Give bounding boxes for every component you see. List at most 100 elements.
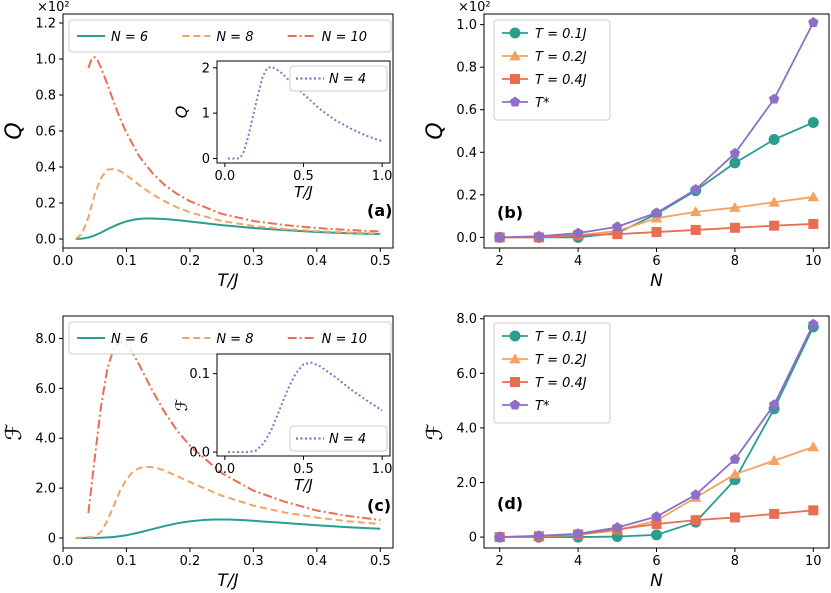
- data-point: [494, 231, 505, 242]
- data-point: [729, 157, 741, 169]
- panel-a: 0.0 0.1 0.2 0.3 0.4 0.5 0.0 0.2 0.4 0.6 0.8 1.0 1.2 T…: [2, 0, 394, 291]
- series-group: [493, 17, 820, 243]
- x-tick-label: 0.1: [116, 254, 137, 269]
- legend-box: [493, 19, 611, 121]
- legend-label: N = 10: [322, 30, 367, 45]
- x-axis-label: N: [650, 571, 663, 591]
- legend-label: N = 4: [329, 432, 366, 447]
- legend-label: T = 0.4J: [535, 376, 587, 391]
- data-point: [651, 529, 662, 541]
- x-tick-label: 0.0: [215, 169, 236, 184]
- x-tick-label: 0.4: [307, 254, 328, 269]
- y-tick-label: 6.0: [35, 382, 56, 397]
- legend-marker: [510, 377, 520, 387]
- data-point: [729, 468, 741, 479]
- x-tick-label: 0.3: [243, 254, 264, 269]
- data-point: [729, 222, 740, 233]
- legend-box: [68, 19, 392, 53]
- data-point: [494, 531, 505, 542]
- x-tick-label: 0.5: [293, 169, 314, 184]
- x-tick-label: 2: [496, 554, 504, 569]
- data-point: [612, 221, 623, 232]
- series-group: [75, 56, 381, 240]
- legend-label: N = 10: [322, 332, 367, 347]
- legend-marker: [509, 399, 521, 410]
- y-tick-label: 4.0: [35, 432, 56, 447]
- x-tick-label: 10: [805, 554, 822, 569]
- data-point: [807, 116, 819, 128]
- x-tick-label: 10: [805, 254, 822, 269]
- x-tick-label: 1.0: [372, 462, 393, 477]
- data-point: [689, 206, 702, 217]
- data-point: [690, 224, 701, 235]
- x-axis-label: T/J: [294, 476, 313, 494]
- inset-legend-box: [289, 425, 388, 452]
- data-point: [651, 227, 662, 238]
- legend-label: N = 8: [216, 332, 253, 347]
- y-tick-label: 8.0: [35, 332, 56, 347]
- data-point: [768, 134, 780, 146]
- legend-label: T = 0.4J: [535, 73, 587, 88]
- legend-label: T = 0.2J: [535, 353, 587, 368]
- data-point: [533, 230, 545, 241]
- data-point: [651, 511, 662, 522]
- data-point: [807, 441, 820, 452]
- inset-a: 0.0 0.5 1.0 0 1 2 T/J Q N = 4: [172, 60, 393, 201]
- y-tick-label: 0.0: [456, 231, 477, 246]
- y-tick-label: 6.0: [456, 367, 477, 382]
- legend-label: T = 0.2J: [535, 50, 587, 65]
- exponent-label: ×10²: [458, 0, 491, 15]
- data-point: [729, 453, 741, 464]
- data-point: [729, 201, 741, 212]
- y-tick-label: 0.0: [189, 446, 210, 461]
- y-tick-label: 2.0: [35, 482, 56, 497]
- y-tick-label: 8.0: [456, 312, 477, 327]
- data-point: [651, 207, 662, 218]
- data-point: [768, 196, 780, 207]
- axes-frame: [483, 13, 830, 249]
- x-tick-label: 0.2: [180, 254, 201, 269]
- data-point: [808, 318, 819, 329]
- y-tick-label: 0: [202, 152, 210, 167]
- x-tick-label: 6: [652, 554, 660, 569]
- data-point: [807, 191, 820, 202]
- panel-d: 2 4 6 8 10 0 2.0 4.0 6.0 8.0 N ℱ T = 0.1J T = 0.2J T =…: [423, 312, 830, 591]
- x-tick-label: 0.4: [307, 554, 328, 569]
- series-line: [87, 56, 381, 233]
- data-point: [612, 522, 623, 532]
- y-axis-label: Q: [2, 122, 27, 139]
- y-axis-label: ℱ: [423, 423, 448, 440]
- x-tick-label: 1.0: [372, 169, 393, 184]
- y-tick-label: 0.4: [456, 146, 477, 161]
- x-axis-label: T/J: [217, 571, 238, 591]
- axes-frame: [483, 315, 830, 549]
- series-line: [228, 65, 383, 160]
- data-point: [768, 399, 780, 410]
- y-tick-label: 4.0: [456, 421, 477, 436]
- y-tick-label: 0.2: [35, 197, 56, 212]
- y-tick-label: 2.0: [456, 476, 477, 491]
- data-point: [729, 147, 741, 158]
- inset-frame: [216, 353, 391, 457]
- data-point: [769, 220, 780, 231]
- x-tick-label: 0.1: [116, 554, 137, 569]
- x-tick-label: 4: [574, 554, 582, 569]
- panel-b: 2 4 6 8 10 0.0 0.2 0.4 0.6 0.8 1.0 N Q T = 0.1J T = 0.…: [423, 0, 830, 291]
- inset-frame: [216, 60, 391, 164]
- data-point: [690, 184, 701, 194]
- y-tick-label: 0.8: [456, 61, 477, 76]
- x-tick-label: 0.0: [53, 254, 74, 269]
- series-group: [75, 341, 381, 540]
- legend-marker: [509, 50, 521, 61]
- x-tick-label: 2: [496, 254, 504, 269]
- x-tick-label: 8: [731, 554, 739, 569]
- y-tick-label: 0.1: [189, 367, 210, 382]
- axes-frame: [62, 315, 394, 549]
- data-point: [650, 212, 663, 223]
- data-point: [768, 454, 780, 465]
- legend-marker: [509, 96, 521, 107]
- data-point: [572, 227, 584, 238]
- x-axis-label: T/J: [217, 271, 238, 291]
- legend-label: N = 6: [111, 332, 148, 347]
